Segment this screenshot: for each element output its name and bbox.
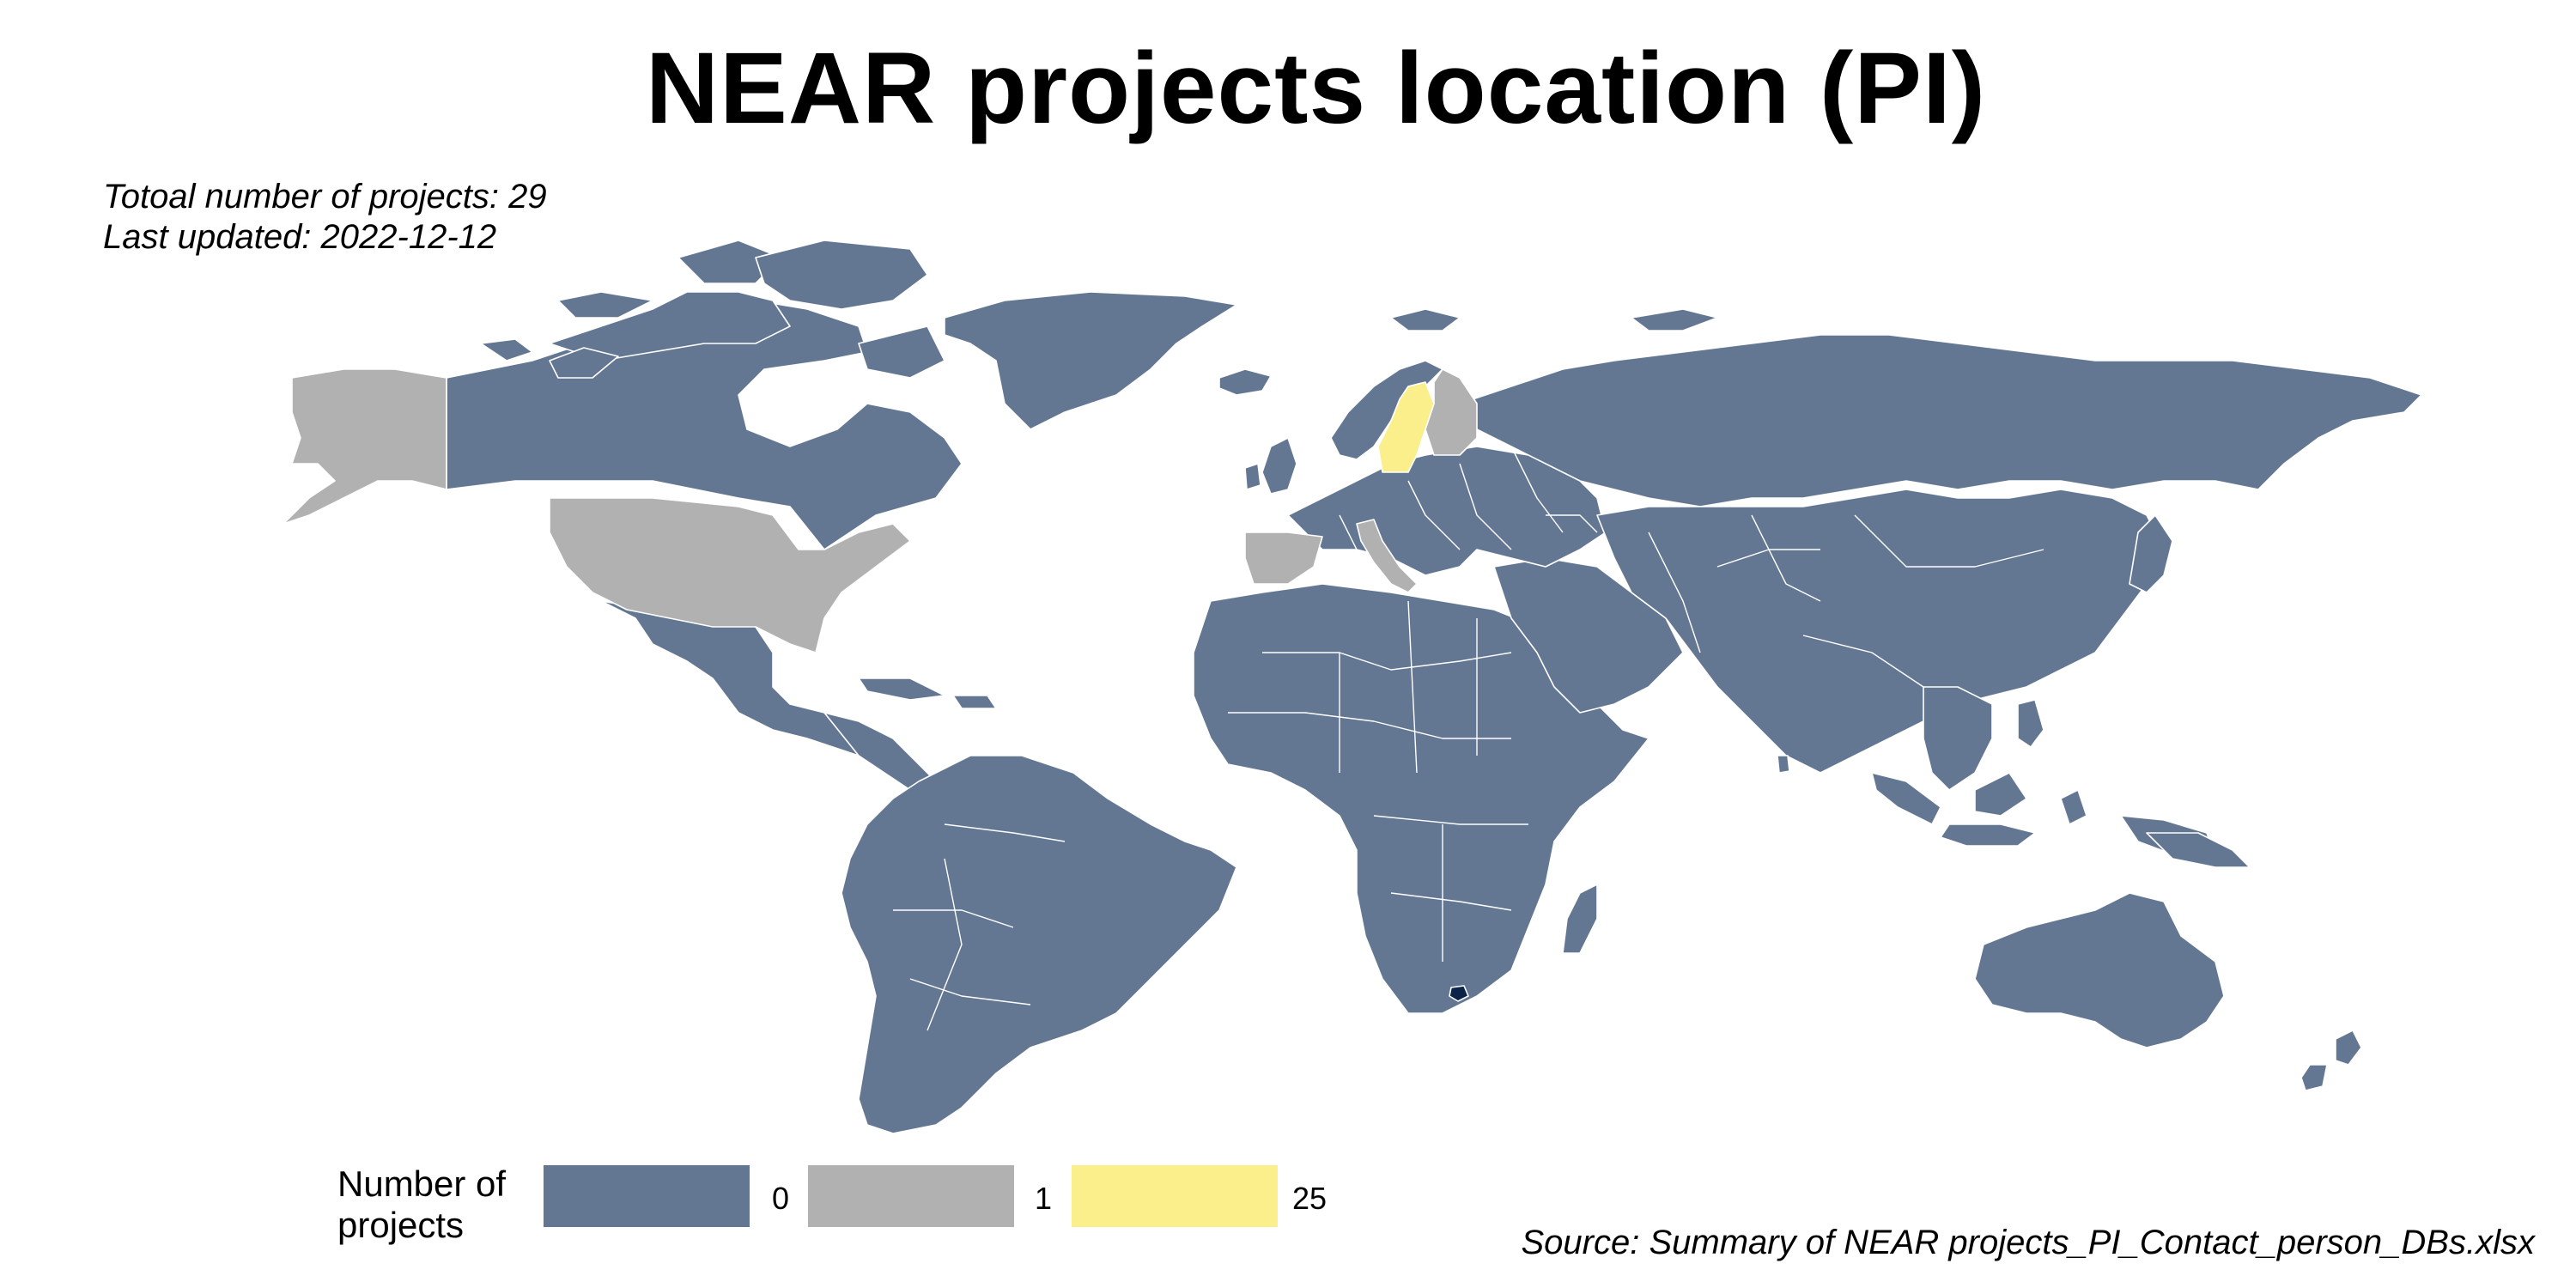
map-title: NEAR projects location (PI): [645, 32, 1987, 145]
country-south-america: [841, 755, 1237, 1134]
last-updated-text: Last updated: 2022-12-12: [103, 218, 497, 256]
total-projects-text: Totoal number of projects: 29: [103, 178, 547, 216]
country-uk: [1261, 437, 1297, 495]
country-italy: [1356, 519, 1418, 593]
legend-label-many: 25: [1292, 1181, 1327, 1216]
legend-label-one: 1: [1035, 1181, 1053, 1216]
country-canada-islands: [549, 291, 791, 361]
country-iceland: [1218, 368, 1272, 396]
country-middle-east: [1493, 557, 1684, 714]
country-japan: [2129, 514, 2173, 593]
internal-borders: [893, 446, 2044, 1031]
country-asia: [1596, 489, 2165, 774]
country-lesotho: [1449, 985, 1469, 1002]
country-finland: [1425, 368, 1478, 456]
country-russia: [1459, 334, 2422, 507]
land-one-project: [283, 368, 1478, 653]
legend-swatch-many: [1072, 1165, 1278, 1227]
land-many-projects: [1377, 381, 1435, 473]
country-philippines: [2017, 699, 2044, 748]
country-australia: [1974, 892, 2225, 1048]
country-usa-alaska: [283, 368, 447, 525]
legend-title: Number of projects: [337, 1163, 507, 1245]
land-no-data: [1449, 985, 1469, 1002]
country-ireland: [1244, 463, 1261, 490]
country-madagascar: [1562, 884, 1598, 954]
legend-label-zero: 0: [772, 1181, 790, 1216]
country-indonesia: [1871, 772, 1941, 825]
legend-swatch-zero: [544, 1165, 750, 1227]
legend-swatch-one: [808, 1165, 1014, 1227]
country-usa: [549, 497, 911, 653]
country-spain: [1244, 532, 1323, 585]
country-africa: [1193, 583, 1649, 1014]
country-southeast-asia: [1923, 686, 1993, 791]
country-new-zealand: [2335, 1030, 2362, 1066]
country-greenland: [944, 291, 1237, 430]
country-sweden: [1377, 381, 1435, 473]
country-new-guinea: [2146, 832, 2251, 868]
source-caption: Source: Summary of NEAR projects_PI_Cont…: [1521, 1224, 2536, 1261]
land-zero-projects: [446, 240, 2422, 1134]
map-subtitle: Totoal number of projects: 29 Last updat…: [103, 177, 547, 258]
